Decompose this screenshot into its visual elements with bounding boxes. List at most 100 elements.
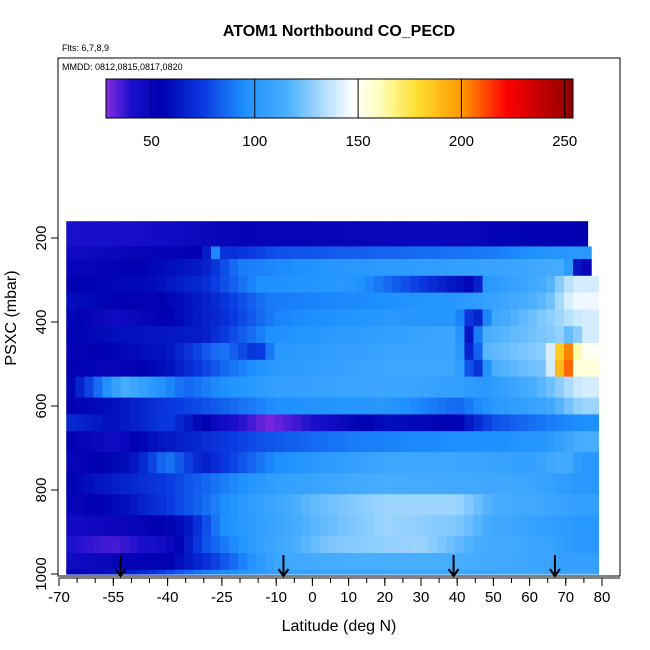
heatmap-cell	[247, 376, 257, 399]
heatmap-cell	[410, 414, 420, 432]
heatmap-cell	[545, 221, 556, 247]
heatmap-cell	[518, 359, 529, 378]
heatmap-cell	[201, 431, 212, 453]
heatmap-cell	[500, 536, 511, 554]
heatmap-cell	[591, 569, 599, 575]
heatmap-cell	[265, 473, 275, 495]
heatmap-cell	[156, 359, 167, 378]
heatmap-cell	[165, 414, 176, 432]
heatmap-cell	[174, 397, 185, 415]
heatmap-cell	[500, 221, 511, 247]
heatmap-cell	[274, 452, 285, 474]
heatmap-cell	[310, 515, 321, 537]
heatmap-cell	[220, 397, 230, 415]
heatmap-cell	[211, 494, 221, 516]
heatmap-cell	[247, 536, 257, 554]
heatmap-cell	[337, 414, 348, 432]
heatmap-cell	[229, 292, 239, 310]
colorbar-segment	[530, 79, 535, 118]
heatmap-cell	[545, 494, 556, 516]
heatmap-cell	[355, 397, 366, 415]
heatmap-cell	[256, 431, 266, 453]
heatmap-cell	[392, 536, 402, 554]
heatmap-cell	[337, 246, 348, 260]
dates-label: MMDD: 0812,0815,0817,0820	[62, 62, 183, 72]
heatmap-cell	[545, 414, 556, 432]
heatmap-cell	[319, 343, 330, 361]
heatmap-cell	[401, 494, 411, 516]
heatmap-cell	[93, 494, 104, 516]
heatmap-cell	[120, 259, 131, 277]
colorbar-segment	[339, 79, 344, 118]
heatmap-cell	[84, 326, 94, 344]
heatmap-cell	[220, 246, 230, 260]
heatmap-cell	[138, 397, 149, 415]
heatmap-cell	[410, 326, 420, 344]
heatmap-cell	[156, 343, 167, 361]
heatmap-cell	[491, 431, 502, 453]
heatmap-cell	[545, 473, 556, 495]
heatmap-cell	[464, 246, 475, 260]
heatmap-cell	[373, 553, 384, 571]
colorbar-segment	[109, 79, 115, 118]
heatmap-cell	[201, 494, 212, 516]
heatmap-cell	[509, 515, 520, 537]
heatmap-cell	[283, 259, 294, 277]
heatmap-cell	[554, 359, 565, 378]
heatmap-cell	[66, 553, 76, 571]
colorbar-segment	[281, 79, 286, 118]
heatmap-cell	[102, 397, 113, 415]
heatmap-cell	[247, 473, 257, 495]
heatmap-cell	[392, 515, 402, 537]
colorbar-segment	[285, 79, 290, 118]
heatmap-cell	[518, 326, 529, 344]
heatmap-cell	[247, 569, 257, 575]
heatmap-cell	[211, 431, 221, 453]
heatmap-cell	[373, 473, 384, 495]
heatmap-cell	[111, 494, 122, 516]
heatmap-cell	[238, 397, 248, 415]
heatmap-cell	[563, 359, 574, 378]
heatmap-cell	[482, 515, 493, 537]
heatmap-cell	[201, 259, 212, 277]
heatmap-cell	[84, 569, 94, 575]
heatmap-cell	[192, 414, 203, 432]
heatmap-cell	[256, 473, 266, 495]
heatmap-cell	[401, 309, 411, 327]
heatmap-cell	[419, 473, 429, 495]
heatmap-cell	[536, 376, 547, 399]
colorbar-segment	[464, 79, 469, 118]
heatmap-cell	[410, 494, 420, 516]
heatmap-cell	[373, 452, 384, 474]
heatmap-cell	[111, 414, 122, 432]
heatmap-cell	[337, 553, 348, 571]
plot-frame	[57, 57, 621, 577]
heatmap-cell	[201, 397, 212, 415]
heatmap-cell	[591, 515, 599, 537]
heatmap-cell	[301, 397, 312, 415]
heatmap-cell	[419, 326, 429, 344]
heatmap-cell	[410, 309, 420, 327]
heatmap-cell	[75, 292, 85, 310]
heatmap-cell	[310, 292, 321, 310]
heatmap-cell	[410, 221, 420, 247]
heatmap-cell	[482, 275, 493, 294]
heatmap-cell	[138, 536, 149, 554]
heatmap-cell	[554, 553, 565, 571]
heatmap-cell	[174, 414, 185, 432]
heatmap-cell	[102, 515, 113, 537]
heatmap-cell	[563, 414, 574, 432]
heatmap-cell	[201, 414, 212, 432]
heatmap-cell	[346, 275, 357, 294]
y-axis-label: PSXC (mbar)	[3, 270, 20, 365]
colorbar-segment	[199, 79, 204, 118]
heatmap-cell	[129, 515, 140, 537]
heatmap-cell	[319, 494, 330, 516]
heatmap-cell	[509, 569, 520, 575]
heatmap-cell	[274, 473, 285, 495]
heatmap-cell	[573, 309, 583, 327]
heatmap-cell	[283, 473, 294, 495]
heatmap-cell	[310, 431, 321, 453]
heatmap-cell	[355, 246, 366, 260]
heatmap-cell	[527, 221, 538, 247]
